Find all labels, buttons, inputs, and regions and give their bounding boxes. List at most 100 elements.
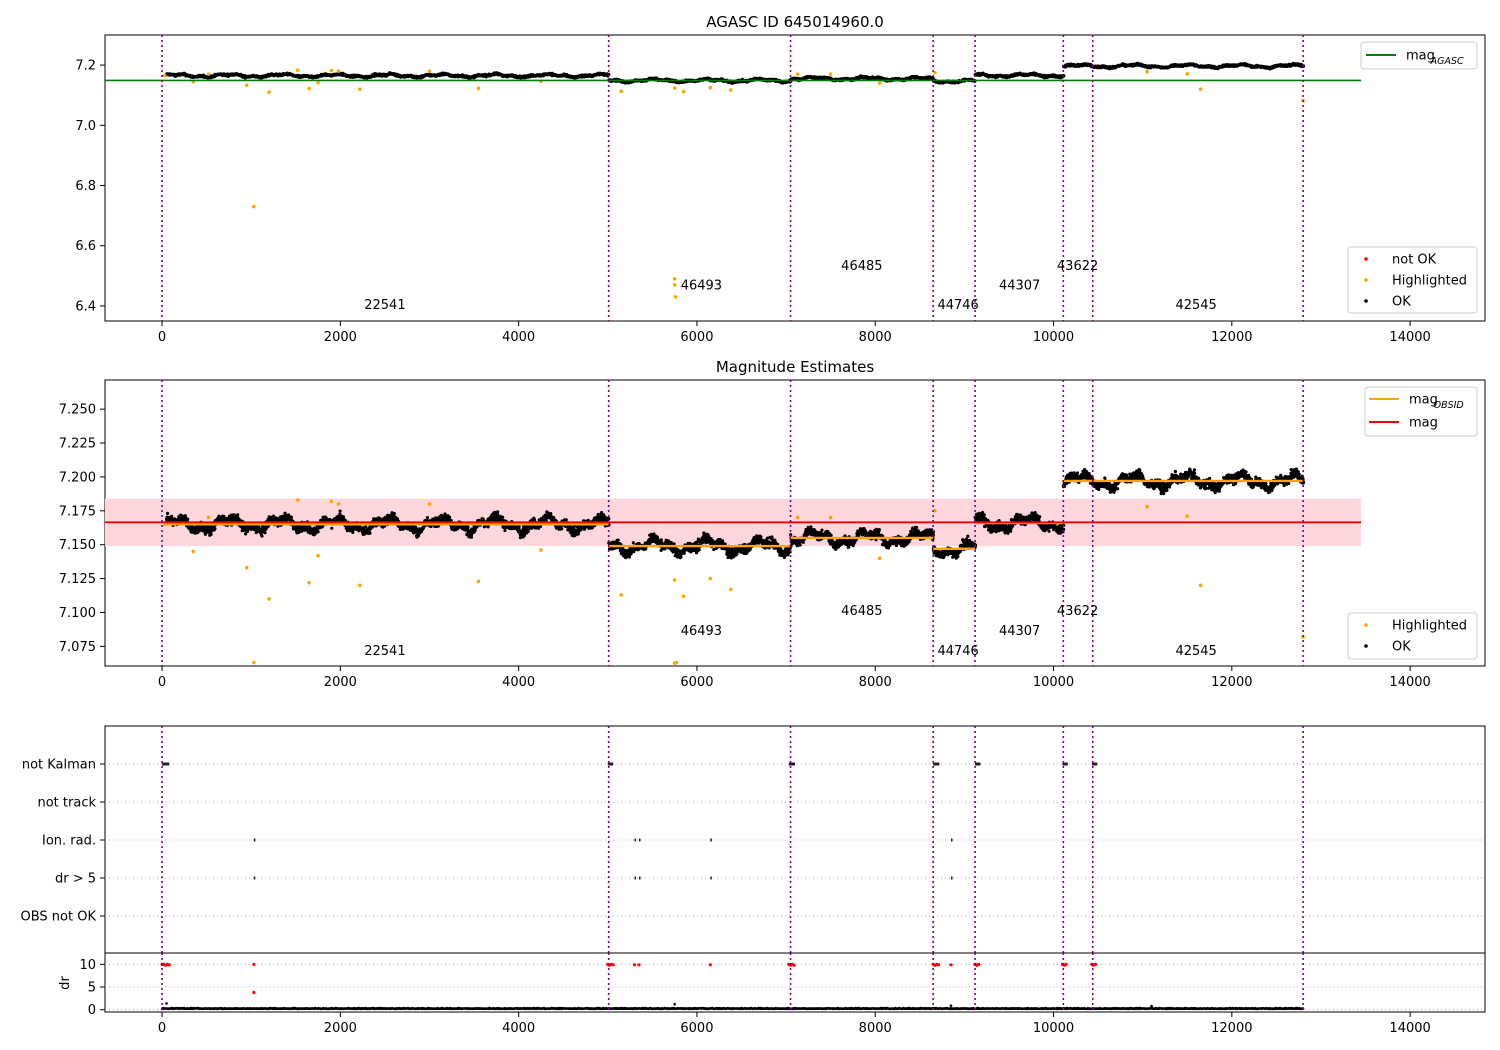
p2-highlighted-point: [1185, 514, 1190, 519]
p1-highlighted-point: [206, 72, 211, 76]
p1-highlighted-point: [162, 73, 167, 78]
p2-lower-legend-marker: [1364, 644, 1368, 648]
p2-highlighted-point: [1198, 583, 1203, 588]
p1-obsid-label: 46493: [681, 278, 722, 293]
p4-y-tick-label: 0: [88, 1003, 96, 1018]
p2-highlighted-point: [877, 556, 882, 561]
p2-highlighted-point: [427, 502, 432, 506]
p1-highlighted-point: [476, 86, 481, 91]
p1-x-tick-label: 6000: [680, 330, 713, 345]
p3-flag-mark: [634, 838, 637, 842]
p1-highlighted-point: [329, 68, 334, 73]
p2-highlighted-point: [307, 580, 311, 585]
p2-highlighted-point: [672, 578, 677, 582]
p1-highlighted-point: [358, 87, 362, 91]
p1-y-tick-label: 7.2: [75, 59, 96, 74]
p4-dr-spike: [949, 1004, 953, 1007]
p2-obsid-label: 43622: [1057, 604, 1098, 619]
p1-highlighted-point: [1185, 72, 1190, 76]
p2-highlighted-point: [933, 509, 937, 513]
p4-dr-flag-marker: [252, 962, 256, 966]
p4-x-tick-label: 14000: [1389, 1021, 1430, 1036]
p2-highlighted-point: [206, 515, 211, 520]
p1-lower-legend: [1347, 246, 1478, 314]
p1-x-tick-label: 12000: [1211, 330, 1252, 345]
p2-highlighted-point: [244, 565, 249, 570]
agasc-mag-plot: 22541 46493 46485 44746 44307 43622 42545 0 2000…: [75, 34, 1486, 345]
p1-x-tick-label: 2000: [324, 330, 357, 345]
p1-lower-legend-label: Highlighted: [1392, 274, 1467, 289]
p1-x-tick-label: 14000: [1389, 330, 1430, 345]
p2-highlighted-point: [252, 660, 256, 665]
p4-dr-flag-marker: [1093, 962, 1098, 966]
p2-y-tick-label: 7.075: [59, 640, 96, 655]
p1-x-tick-label: 4000: [502, 330, 535, 345]
p4-dr-flag-marker: [1064, 962, 1068, 966]
p2-x-tick-label: 8000: [859, 675, 892, 690]
p4-dr-flag-marker: [167, 963, 171, 967]
p4-dr-spike: [165, 1002, 168, 1005]
p1-lower-legend-label: not OK: [1392, 253, 1437, 268]
p1-upper-legend-label: mag: [1406, 49, 1435, 64]
p3-flag-mark: [634, 876, 637, 880]
p2-x-tick-label: 2000: [324, 675, 357, 690]
p4-y-tick-label: 5: [88, 981, 96, 996]
p1-y-tick-label: 6.6: [75, 239, 96, 254]
p3-flag-mark: [710, 876, 712, 880]
p4-axes-frame: [104, 952, 1486, 1013]
p1-lower-legend-marker: [1364, 299, 1368, 303]
p3-flag-mark: [710, 838, 712, 842]
p2-highlighted-point: [674, 660, 679, 665]
p4-dr-flag-marker: [936, 963, 941, 967]
p2-x-tick-label: 12000: [1211, 675, 1252, 690]
p3-flag-mark: [975, 762, 981, 766]
p1-highlighted-point: [316, 80, 320, 85]
p3-flag-mark: [253, 838, 256, 842]
p2-highlighted-point: [619, 593, 623, 597]
p1-highlighted-point: [795, 72, 800, 76]
p4-dr-flag-marker: [708, 963, 712, 967]
p3-flag-mark: [1091, 762, 1098, 766]
p1-highlighted-point: [267, 90, 271, 94]
p1-highlighted-point: [673, 295, 678, 299]
p2-highlighted-point: [316, 553, 320, 558]
p4-x-tick-label: 4000: [502, 1021, 535, 1036]
p1-obsid-label: 46485: [841, 259, 882, 274]
p1-highlighted-point: [1198, 87, 1203, 91]
p1-highlighted-point: [828, 72, 833, 76]
p4-y-axis-label: dr: [58, 976, 73, 990]
p2-obsid-label: 22541: [364, 644, 405, 659]
p2-y-tick-label: 7.175: [59, 504, 96, 519]
p2-highlighted-point: [729, 587, 733, 592]
p2-highlighted-point: [191, 549, 196, 554]
p3-flag-mark: [607, 762, 614, 766]
p4-x-tick-label: 6000: [680, 1021, 713, 1036]
p1-y-tick-label: 7.0: [75, 119, 96, 134]
p1-highlighted-point: [933, 70, 937, 75]
p1-highlighted-point: [336, 69, 341, 73]
p1-x-tick-label: 0: [158, 330, 166, 345]
dr-plot: 0 2000 4000 6000 8000 10000 12000 14000 0 5 10 dr: [58, 952, 1486, 1036]
p1-highlighted-point: [252, 204, 256, 209]
p1-highlighted-point: [681, 89, 686, 94]
p2-highlighted-point: [358, 583, 362, 588]
p2-highlighted-point: [681, 594, 686, 598]
p2-lower-legend-marker: [1364, 623, 1368, 627]
p4-dr-spike: [1150, 1004, 1153, 1008]
p4-x-tick-label: 8000: [859, 1021, 892, 1036]
p2-y-tick-label: 7.250: [59, 403, 96, 418]
p2-y-tick-label: 7.200: [59, 470, 96, 485]
p1-highlighted-point: [244, 83, 249, 88]
p4-dr-flag-marker: [637, 963, 641, 967]
p4-y-tick-label: 10: [79, 958, 96, 973]
p2-obsid-label: 46485: [841, 604, 882, 619]
p2-x-tick-label: 0: [158, 675, 166, 690]
p1-y-tick-label: 6.4: [75, 299, 96, 314]
p1-obsid-label: 22541: [364, 298, 405, 313]
plot1-title: AGASC ID 645014960.0: [706, 13, 884, 31]
p4-dr-flag-marker: [792, 963, 796, 967]
p1-x-tick-label: 8000: [859, 330, 892, 345]
p2-y-tick-label: 7.225: [59, 437, 96, 452]
p3-flag-mark: [951, 838, 953, 842]
